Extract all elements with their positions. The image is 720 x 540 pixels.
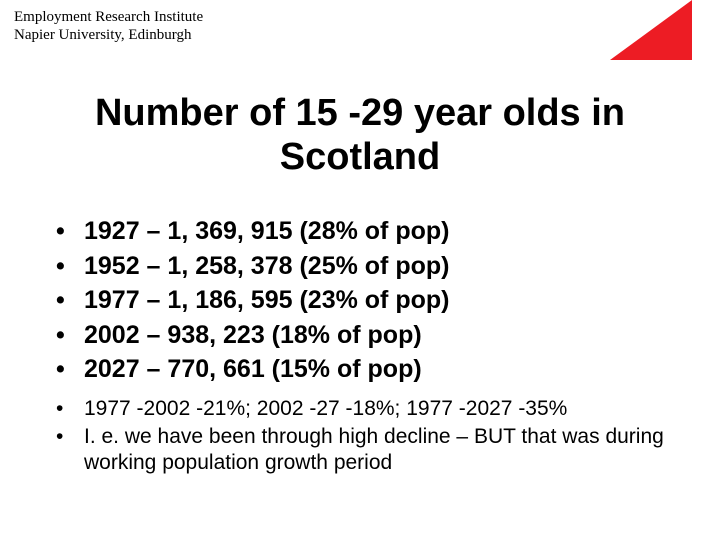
header-line-1: Employment Research Institute: [14, 8, 706, 26]
slide-content: 1927 – 1, 369, 915 (28% of pop) 1952 – 1…: [14, 215, 706, 476]
list-item: 2027 – 770, 661 (15% of pop): [56, 353, 686, 386]
list-item: 1927 – 1, 369, 915 (28% of pop): [56, 215, 686, 248]
list-item: 1977 -2002 -21%; 2002 -27 -18%; 1977 -20…: [56, 396, 686, 422]
triangle-logo-icon: [610, 0, 692, 60]
list-item: 1952 – 1, 258, 378 (25% of pop): [56, 250, 686, 283]
header-line-2: Napier University, Edinburgh: [14, 26, 706, 44]
main-bullet-list: 1927 – 1, 369, 915 (28% of pop) 1952 – 1…: [56, 215, 686, 386]
slide-title: Number of 15 -29 year olds in Scotland: [14, 92, 706, 179]
list-item: I. e. we have been through high decline …: [56, 424, 686, 477]
secondary-bullet-list: 1977 -2002 -21%; 2002 -27 -18%; 1977 -20…: [56, 396, 686, 477]
list-item: 1977 – 1, 186, 595 (23% of pop): [56, 284, 686, 317]
institute-header: Employment Research Institute Napier Uni…: [14, 8, 706, 44]
slide: Employment Research Institute Napier Uni…: [0, 0, 720, 540]
list-item: 2002 – 938, 223 (18% of pop): [56, 319, 686, 352]
